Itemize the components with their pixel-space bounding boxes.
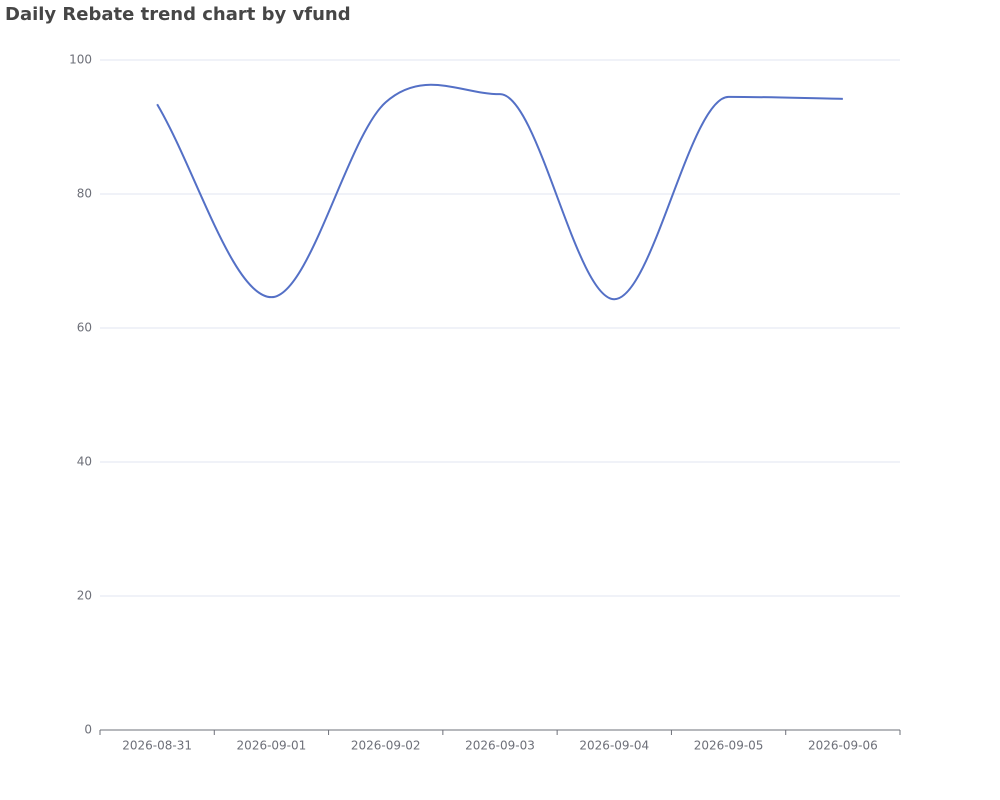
- y-tick-label: 100: [69, 53, 92, 67]
- x-tick-label: 2026-09-02: [351, 739, 421, 753]
- y-tick-label: 80: [77, 187, 92, 201]
- chart-title: Daily Rebate trend chart by vfund: [5, 4, 351, 25]
- x-tick-label: 2026-09-01: [237, 739, 307, 753]
- y-tick-label: 0: [84, 723, 92, 737]
- x-tick-label: 2026-09-03: [465, 739, 535, 753]
- x-tick-label: 2026-08-31: [122, 739, 192, 753]
- y-tick-label: 60: [77, 321, 92, 335]
- line-series: [156, 83, 843, 301]
- x-tick-label: 2026-09-04: [579, 739, 649, 753]
- x-tick-label: 2026-09-06: [808, 739, 878, 753]
- y-tick-label: 40: [77, 455, 92, 469]
- y-tick-label: 20: [77, 589, 92, 603]
- x-tick-label: 2026-09-05: [694, 739, 764, 753]
